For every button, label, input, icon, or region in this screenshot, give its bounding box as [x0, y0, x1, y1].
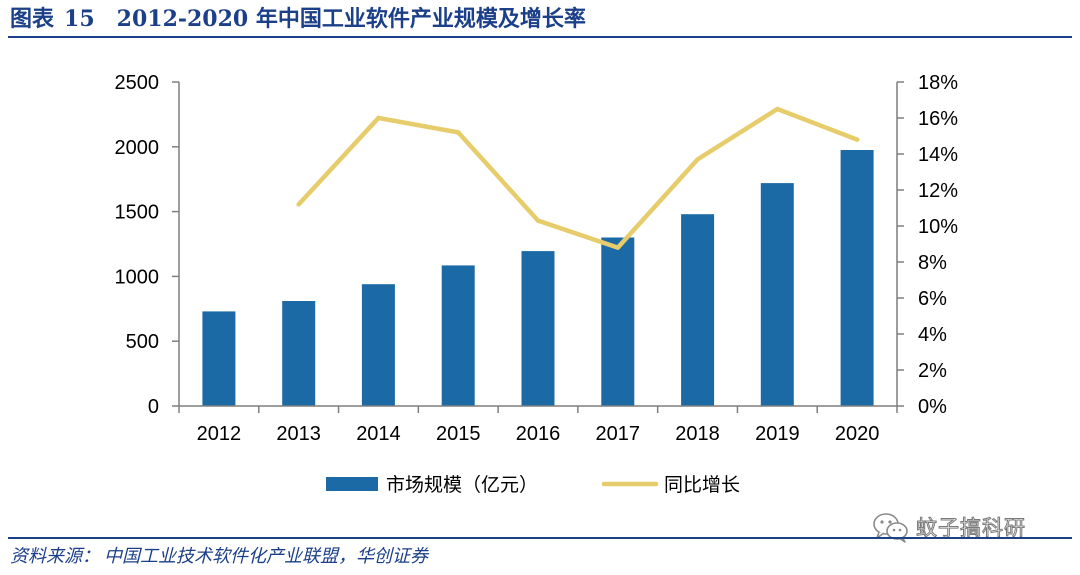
bar-2013	[282, 301, 316, 406]
x-tick-label-2019: 2019	[755, 423, 800, 445]
growth-point-2013	[296, 202, 301, 207]
watermark: 蚊子搞科研	[872, 510, 1026, 544]
title-divider	[8, 36, 1072, 38]
x-tick-label-2018: 2018	[675, 423, 720, 445]
legend-label-bar: 市场规模（亿元）	[386, 474, 538, 496]
bar-2020	[840, 150, 874, 406]
growth-point-2020	[854, 137, 860, 142]
x-tick-label-2015: 2015	[436, 423, 481, 445]
y-right-tick-label: 2%	[918, 360, 947, 382]
growth-point-2018	[695, 157, 700, 162]
y-right-tick-label: 14%	[918, 144, 958, 166]
x-tick-label-2013: 2013	[276, 423, 321, 445]
legend-swatch-bar	[326, 477, 378, 491]
y-left-tick-label: 2500	[115, 72, 160, 94]
x-tick-label-2016: 2016	[516, 423, 561, 445]
figure-title: 图表 15 2012-2020 年中国工业软件产业规模及增长率	[10, 4, 586, 34]
x-tick-label-2017: 2017	[596, 423, 641, 445]
legend-label-line: 同比增长	[664, 474, 740, 496]
y-right-tick-label: 0%	[918, 396, 947, 418]
source-text: 中国工业技术软件化产业联盟，华创证券	[104, 546, 428, 567]
x-tick-label-2012: 2012	[197, 423, 242, 445]
chart-title: 2012-2020 年中国工业软件产业规模及增长率	[116, 6, 586, 32]
bar-2016	[521, 251, 555, 406]
bar-2015	[441, 265, 475, 406]
y-right-tick-label: 12%	[918, 180, 958, 202]
source-note: 资料来源： 中国工业技术软件化产业联盟，华创证券	[10, 542, 428, 568]
y-right-tick-label: 16%	[918, 108, 958, 130]
growth-point-2016	[535, 218, 541, 223]
figure-number: 15	[64, 6, 95, 32]
growth-point-2014	[376, 115, 381, 121]
source-label: 资料来源：	[10, 546, 100, 567]
y-left-tick-label: 500	[126, 331, 159, 353]
wechat-icon	[873, 513, 908, 543]
y-left-tick-label: 1000	[115, 266, 160, 288]
y-left-tick-label: 1500	[115, 202, 160, 224]
y-right-tick-label: 6%	[918, 288, 947, 310]
growth-point-2017	[615, 245, 620, 250]
x-tick-label-2020: 2020	[835, 423, 880, 445]
y-right-tick-label: 18%	[918, 72, 958, 94]
y-left-tick-label: 0	[148, 396, 159, 418]
source-divider	[8, 537, 1072, 539]
y-right-tick-label: 8%	[918, 252, 947, 274]
y-left-tick-label: 2000	[115, 137, 160, 159]
x-tick-label-2014: 2014	[356, 423, 401, 445]
growth-point-2015	[456, 130, 461, 135]
y-right-tick-label: 10%	[918, 216, 958, 238]
bar-2012	[202, 311, 236, 406]
bar-2019	[760, 183, 794, 406]
growth-line	[296, 106, 860, 250]
watermark-text: 蚊子搞科研	[916, 516, 1026, 541]
y-right-tick-label: 4%	[918, 324, 947, 346]
bar-2018	[681, 214, 715, 406]
bar-2017	[601, 237, 635, 406]
figure-label: 图表	[10, 6, 55, 32]
bar-2014	[361, 284, 395, 406]
growth-point-2019	[775, 106, 780, 112]
